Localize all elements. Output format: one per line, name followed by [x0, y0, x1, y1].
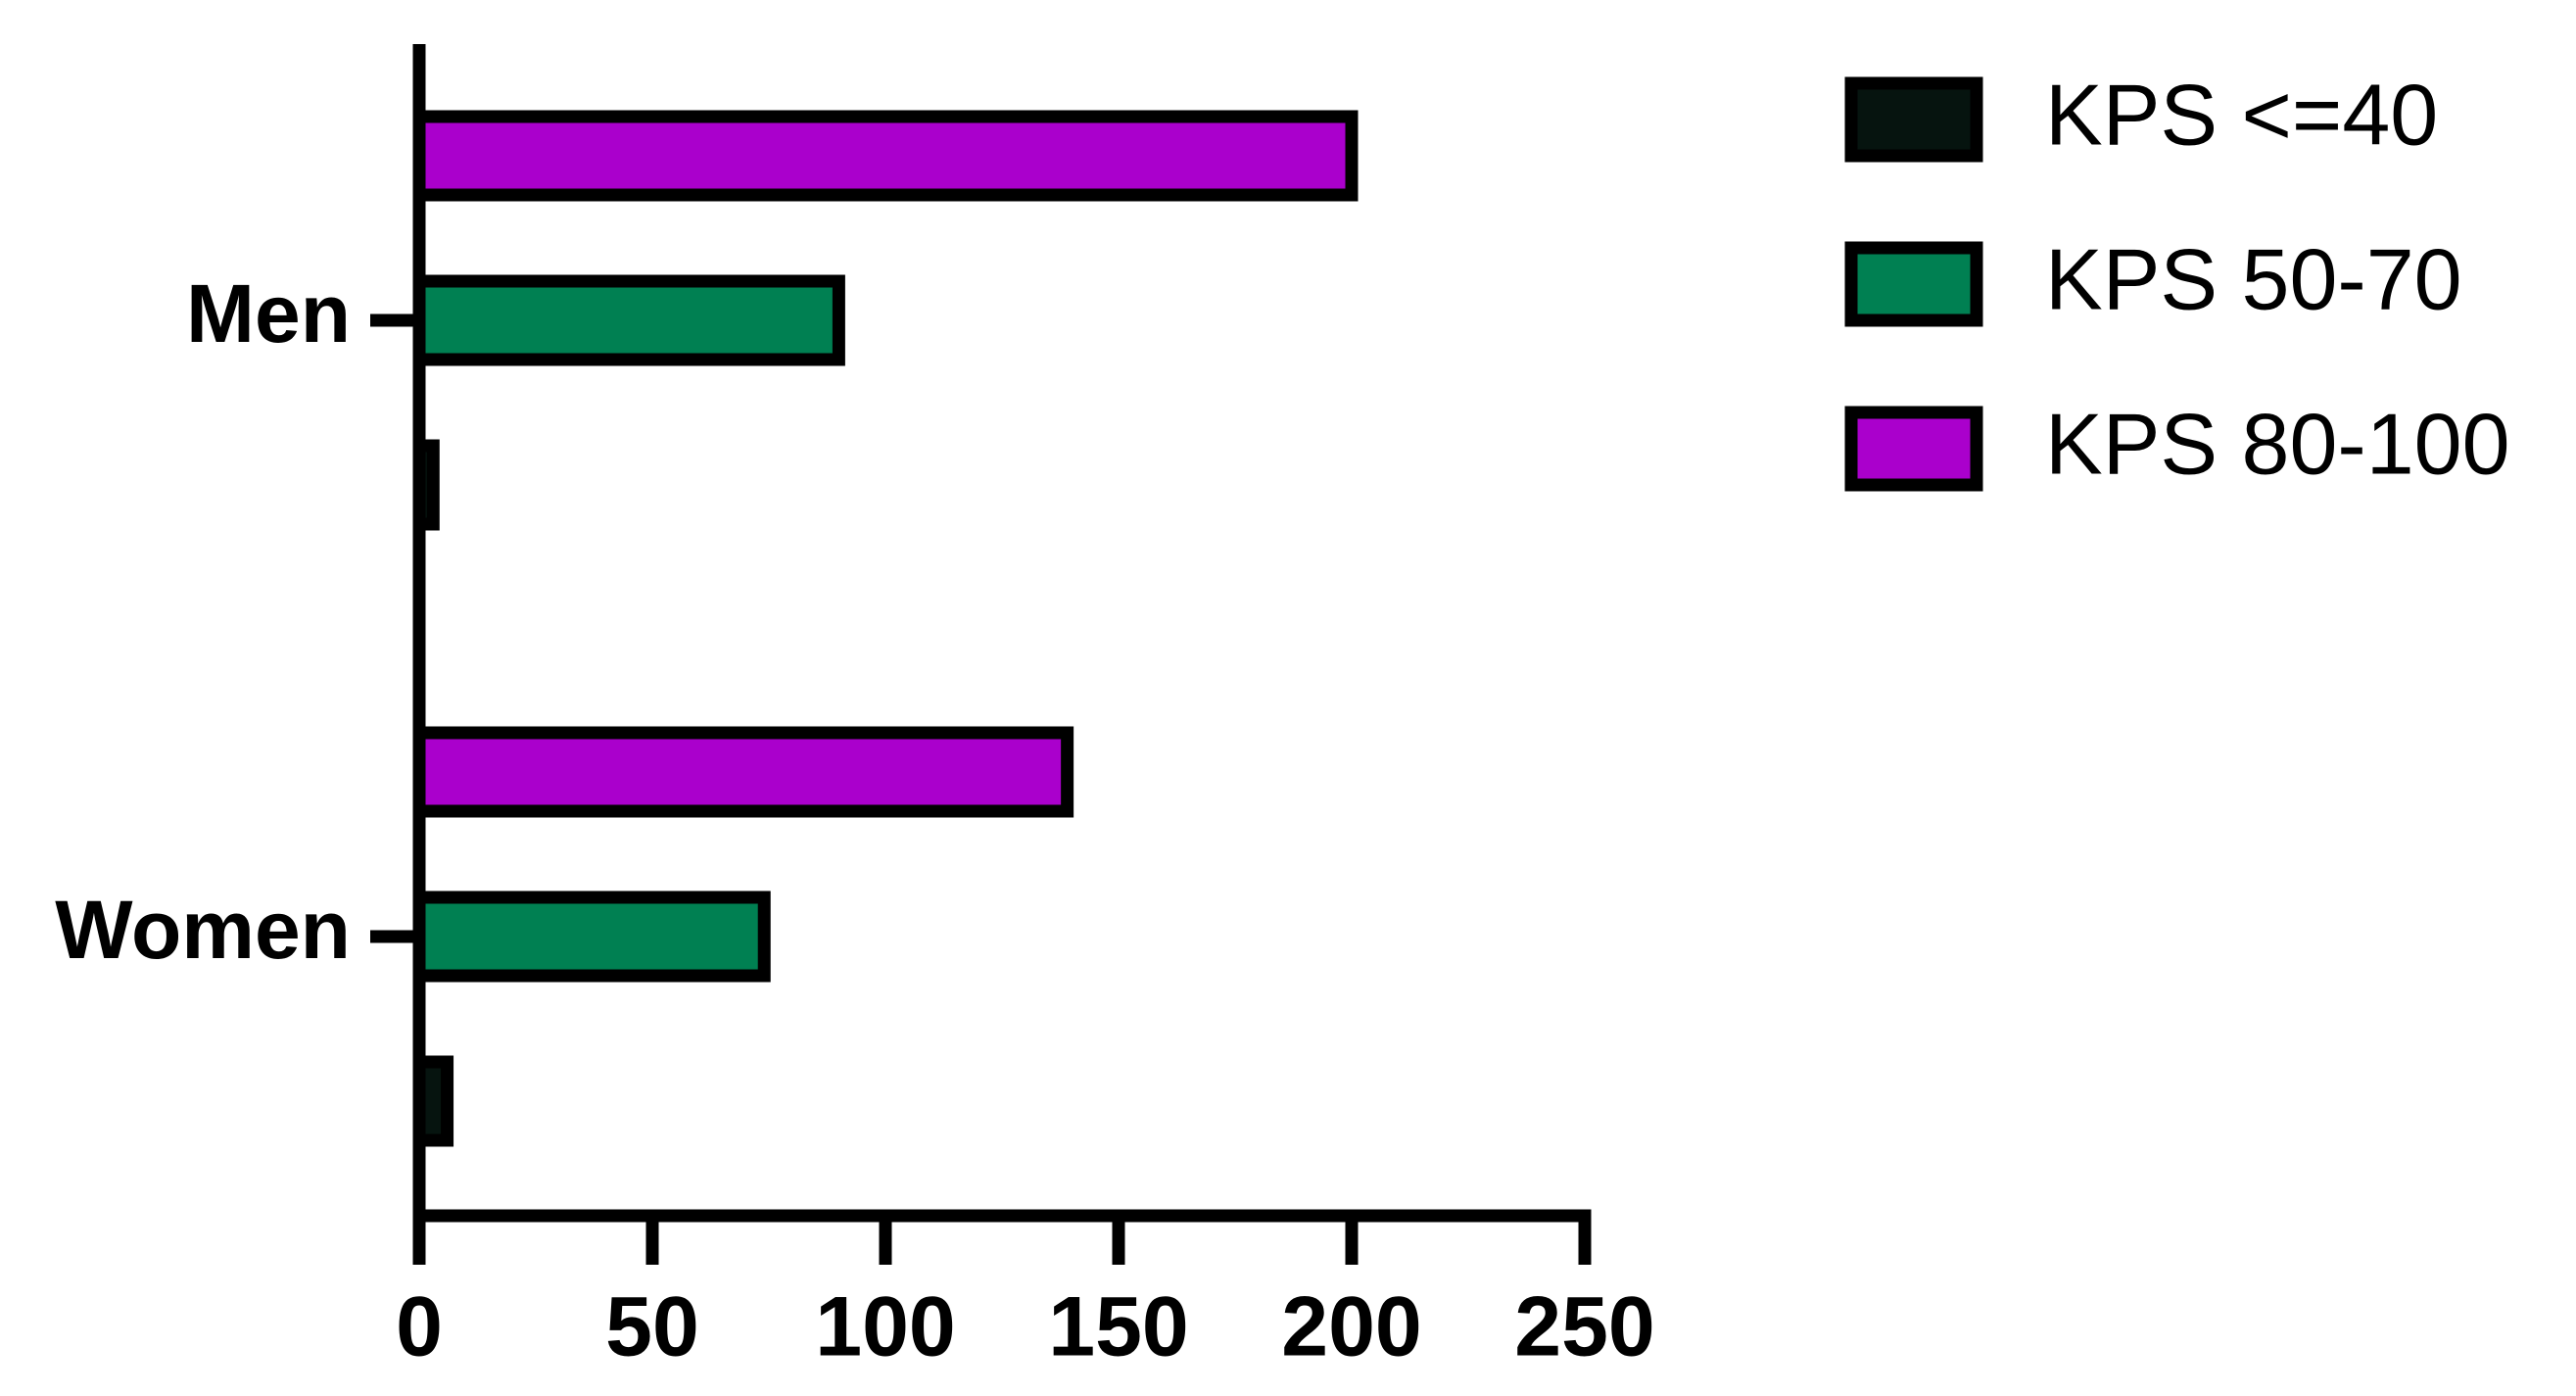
- bar: [412, 726, 1074, 818]
- legend-label: KPS <=40: [2045, 66, 2438, 163]
- legend-swatch: [1844, 406, 1983, 492]
- legend-swatch: [1844, 76, 1983, 163]
- y-tick-label: Women: [55, 884, 351, 976]
- bar: [412, 110, 1359, 202]
- x-tick-label: 250: [1514, 1280, 1655, 1374]
- x-tick-label: 200: [1281, 1280, 1422, 1374]
- bar: [412, 274, 845, 366]
- x-tick-label: 100: [815, 1280, 956, 1374]
- bar: [412, 891, 771, 983]
- legend-label: KPS 50-70: [2045, 230, 2462, 327]
- x-tick-label: 0: [396, 1280, 443, 1374]
- legend-swatch: [1844, 241, 1983, 327]
- y-tick-label: Men: [186, 267, 351, 360]
- x-tick-label: 50: [605, 1280, 699, 1374]
- x-tick-label: 150: [1048, 1280, 1189, 1374]
- legend-label: KPS 80-100: [2045, 395, 2510, 492]
